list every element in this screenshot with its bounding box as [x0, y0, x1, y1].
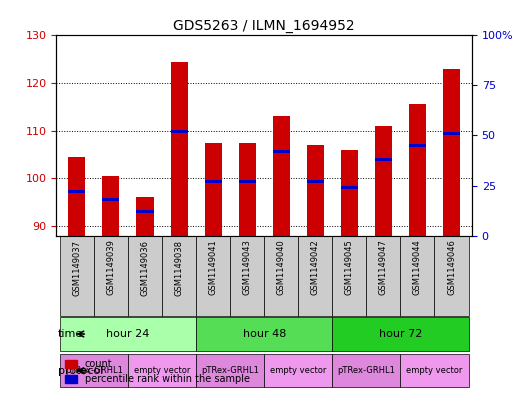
Text: GSM1149040: GSM1149040: [277, 240, 286, 295]
Bar: [136, 197, 153, 235]
Bar: [443, 69, 460, 235]
FancyBboxPatch shape: [60, 235, 94, 316]
Text: GSM1149037: GSM1149037: [72, 240, 82, 296]
Bar: [170, 62, 188, 235]
Text: hour 48: hour 48: [243, 329, 286, 339]
FancyBboxPatch shape: [128, 354, 196, 387]
Title: GDS5263 / ILMN_1694952: GDS5263 / ILMN_1694952: [173, 19, 355, 33]
FancyBboxPatch shape: [128, 235, 162, 316]
FancyBboxPatch shape: [264, 235, 298, 316]
FancyBboxPatch shape: [332, 318, 468, 351]
Bar: [205, 143, 222, 235]
FancyBboxPatch shape: [60, 318, 196, 351]
Bar: [375, 158, 392, 162]
FancyBboxPatch shape: [435, 235, 468, 316]
Bar: [68, 190, 85, 193]
FancyBboxPatch shape: [366, 235, 401, 316]
FancyBboxPatch shape: [162, 235, 196, 316]
FancyBboxPatch shape: [332, 354, 401, 387]
Text: hour 72: hour 72: [379, 329, 422, 339]
Text: GSM1149038: GSM1149038: [174, 240, 184, 296]
Bar: [239, 180, 255, 184]
Text: GSM1149039: GSM1149039: [106, 240, 115, 296]
Bar: [103, 198, 120, 202]
Text: protocol: protocol: [58, 366, 104, 376]
Text: pTRex-GRHL1: pTRex-GRHL1: [65, 366, 123, 375]
Bar: [409, 143, 426, 147]
Text: GSM1149045: GSM1149045: [345, 240, 354, 295]
Bar: [205, 180, 222, 184]
Text: GSM1149046: GSM1149046: [447, 240, 456, 296]
Bar: [307, 145, 324, 235]
Text: GSM1149041: GSM1149041: [209, 240, 218, 295]
Bar: [443, 132, 460, 135]
Text: pTRex-GRHL1: pTRex-GRHL1: [201, 366, 259, 375]
Bar: [375, 126, 392, 235]
Text: pTRex-GRHL1: pTRex-GRHL1: [338, 366, 396, 375]
Bar: [341, 150, 358, 235]
Bar: [307, 180, 324, 184]
Text: GSM1149036: GSM1149036: [141, 240, 149, 296]
Text: empty vector: empty vector: [270, 366, 326, 375]
Text: GSM1149043: GSM1149043: [243, 240, 252, 296]
FancyBboxPatch shape: [196, 354, 264, 387]
Text: GSM1149047: GSM1149047: [379, 240, 388, 296]
Text: hour 24: hour 24: [106, 329, 150, 339]
Text: time: time: [58, 329, 84, 339]
FancyBboxPatch shape: [332, 235, 366, 316]
Bar: [103, 176, 120, 235]
Bar: [170, 130, 188, 133]
Bar: [136, 209, 153, 213]
Text: GSM1149044: GSM1149044: [413, 240, 422, 295]
Bar: [273, 116, 290, 235]
Bar: [409, 105, 426, 235]
FancyBboxPatch shape: [264, 354, 332, 387]
FancyBboxPatch shape: [401, 235, 435, 316]
FancyBboxPatch shape: [94, 235, 128, 316]
FancyBboxPatch shape: [230, 235, 264, 316]
FancyBboxPatch shape: [401, 354, 468, 387]
FancyBboxPatch shape: [60, 354, 128, 387]
Bar: [239, 143, 255, 235]
Bar: [273, 150, 290, 153]
Legend: count, percentile rank within the sample: count, percentile rank within the sample: [61, 356, 253, 388]
FancyBboxPatch shape: [298, 235, 332, 316]
Text: GSM1149042: GSM1149042: [311, 240, 320, 295]
FancyBboxPatch shape: [196, 235, 230, 316]
Text: empty vector: empty vector: [406, 366, 463, 375]
FancyBboxPatch shape: [196, 318, 332, 351]
Bar: [68, 157, 85, 235]
Text: empty vector: empty vector: [134, 366, 190, 375]
Bar: [341, 185, 358, 189]
